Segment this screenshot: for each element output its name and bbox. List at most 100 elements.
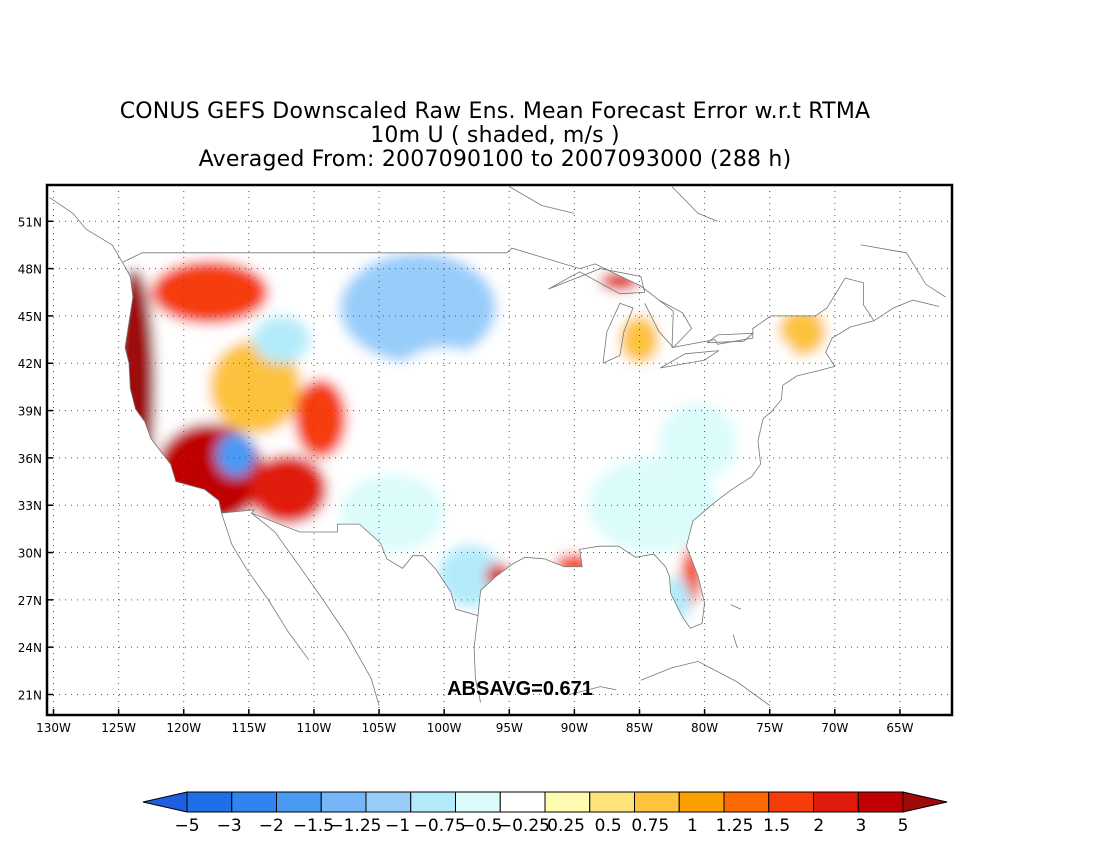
colorbar-arrow-left	[142, 791, 188, 813]
lon-tick-label: 120W	[166, 721, 201, 735]
colorbar-box	[320, 791, 367, 813]
lat-tick-label: 48N	[18, 263, 42, 277]
colorbar-box	[634, 791, 680, 813]
field-region-northwest-interior	[151, 260, 269, 324]
coast-line	[569, 686, 617, 695]
title-line-2: 10m U ( shaded, m/s )	[370, 123, 620, 148]
colorbar-label: −0.25	[498, 816, 550, 836]
absavg-annotation: ABSAVG=0.671	[447, 678, 593, 700]
field-region-southeast-light	[587, 457, 718, 553]
lat-tick-label: 42N	[18, 357, 42, 371]
field-region-idaho-low	[252, 315, 310, 364]
field-region-central-plains-low	[385, 347, 503, 458]
coast-line	[602, 302, 634, 364]
lat-tick-label: 27N	[18, 594, 42, 608]
field-region-northeast-light	[717, 331, 796, 395]
colorbar-label: −5	[174, 816, 199, 836]
lon-tick-label: 85W	[626, 721, 653, 735]
coast-line	[548, 268, 646, 295]
lon-tick-label: 75W	[756, 721, 783, 735]
coast-line	[644, 299, 693, 349]
colorbar-box	[768, 791, 814, 813]
coast-line	[730, 604, 742, 610]
coast-line	[671, 186, 718, 222]
lon-tick-label: 100W	[427, 721, 462, 735]
longitude-ticks: 130W 125W 120W 115W 110W 105W 100W 95W 90W 85W 80W…	[36, 709, 914, 735]
lat-tick-label: 51N	[18, 215, 42, 229]
field-region-utah-high	[294, 379, 347, 458]
lat-tick-label: 33N	[18, 499, 42, 513]
colorbar-label: 1	[687, 816, 698, 836]
colorbar-label: 2	[813, 816, 824, 836]
coast-line	[509, 186, 575, 214]
colorbar-label: 0.75	[631, 816, 669, 836]
colorbar-box	[678, 791, 725, 813]
coast-line	[732, 634, 738, 648]
colorbar-label: 0.5	[595, 816, 622, 836]
coast-line	[640, 660, 770, 706]
lon-tick-label: 80W	[691, 721, 718, 735]
latitude-ticks: 51N 48N 45N 42N 39N 36N 33N 30N 27N 24N 21N	[18, 215, 53, 702]
field-region-nevada-low	[216, 432, 256, 477]
coast-line	[873, 299, 940, 322]
lon-tick-label: 125W	[101, 721, 136, 735]
field-region-appalachian-low	[659, 402, 738, 482]
lat-tick-label: 36N	[18, 452, 42, 466]
coast-line	[221, 512, 310, 661]
colorbar-label: 5	[898, 816, 909, 836]
lon-tick-label: 65W	[886, 721, 913, 735]
lon-tick-label: 70W	[821, 721, 848, 735]
lon-tick-label: 90W	[561, 721, 588, 735]
colorbar-box	[276, 791, 322, 813]
colorbar-label: −1	[385, 816, 410, 836]
field-region-michigan-yellow	[620, 315, 659, 364]
coast-line	[706, 332, 754, 344]
lon-tick-label: 110W	[297, 721, 332, 735]
lat-tick-label: 21N	[18, 688, 42, 702]
colorbar-label: −0.75	[414, 816, 466, 836]
lon-tick-label: 95W	[496, 721, 523, 735]
coast-line	[49, 197, 123, 263]
colorbar-box	[589, 791, 635, 813]
colorbar-label: 0.25	[547, 816, 585, 836]
colorbar-box	[857, 791, 904, 813]
colorbar-label: −1.5	[293, 816, 334, 836]
colorbar-arrow-right	[902, 791, 948, 813]
title-block: CONUS GEFS Downscaled Raw Ens. Mean Fore…	[0, 100, 990, 172]
lon-tick-label: 115W	[231, 721, 266, 735]
colorbar-label: 1.25	[716, 816, 754, 836]
colorbar-label: 1.5	[763, 816, 790, 836]
map-frame	[45, 183, 954, 717]
colorbar-box	[723, 791, 770, 813]
colorbar-box	[544, 791, 591, 813]
colorbar-box	[231, 791, 277, 813]
lat-tick-label: 39N	[18, 405, 42, 419]
colorbar-label: −1.25	[329, 816, 381, 836]
colorbar-label: 3	[855, 816, 866, 836]
colorbar-label: −2	[259, 816, 284, 836]
coast-line	[473, 615, 481, 703]
lat-tick-label: 24N	[18, 641, 42, 655]
colorbar-label: −0.5	[461, 816, 502, 836]
lon-tick-label: 105W	[362, 721, 397, 735]
colorbar-box	[455, 791, 501, 813]
colorbar-box	[410, 791, 456, 813]
field-region-great-basin-mix	[209, 339, 301, 435]
colorbar-box	[365, 791, 412, 813]
coast-line	[660, 350, 720, 369]
coast-line	[860, 244, 946, 298]
colorbar-box	[499, 791, 546, 813]
lat-lon-grid	[47, 185, 952, 715]
field-region-new-england-yellow	[778, 308, 826, 356]
lon-tick-label: 130W	[36, 721, 71, 735]
colorbar-label: −3	[217, 816, 242, 836]
colorbar-box	[186, 791, 233, 813]
colorbar-box	[813, 791, 859, 813]
lat-tick-label: 30N	[18, 547, 42, 561]
lat-tick-label: 45N	[18, 310, 42, 324]
field-region-arizona-high	[248, 454, 327, 525]
title-line-1: CONUS GEFS Downscaled Raw Ens. Mean Fore…	[119, 99, 871, 124]
title-line-3: Averaged From: 2007090100 to 2007093000 …	[198, 147, 792, 172]
